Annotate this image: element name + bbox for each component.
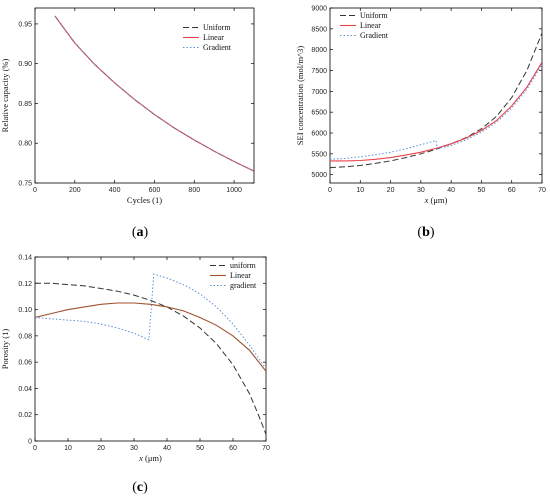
x-tick-label: 0 — [33, 187, 37, 194]
series-line-uniform — [54, 15, 254, 172]
x-tick-label: 50 — [196, 445, 204, 452]
legend-label: Uniform — [203, 23, 231, 32]
legend-label: uniform — [230, 261, 257, 270]
x-tick-label: 30 — [417, 187, 425, 194]
legend-label: Uniform — [360, 11, 388, 20]
y-tick-label: 6000 — [311, 131, 327, 138]
x-tick-label: 800 — [188, 187, 200, 194]
y-tick-label: 0.85 — [18, 101, 32, 108]
y-tick-label: 6500 — [311, 110, 327, 117]
y-axis-label: SEI concentration (mol/m^3) — [295, 46, 305, 146]
y-axis-label: Relative capacity (%) — [0, 59, 10, 133]
x-tick-label: 60 — [508, 187, 516, 194]
series-line-linear — [54, 15, 254, 172]
y-tick-label: 0.06 — [18, 360, 32, 367]
x-tick-label: 60 — [229, 445, 237, 452]
x-tick-label: 40 — [163, 445, 171, 452]
legend-label: gradient — [230, 281, 257, 290]
x-tick-label: 1000 — [226, 187, 242, 194]
panel-label: (c) — [132, 480, 148, 495]
x-tick-label: 50 — [478, 187, 486, 194]
chart-panel-1: 0 200 400 600 800 1000 0.75 0.80 0.85 0.90 0.95 Cyc… — [0, 7, 255, 205]
x-tick-label: 10 — [356, 187, 364, 194]
y-tick-label: 0.95 — [18, 21, 32, 28]
legend-label: Linear — [230, 271, 251, 280]
x-tick-label: 20 — [97, 445, 105, 452]
x-tick-label: 0 — [328, 187, 332, 194]
panel-label: (a) — [132, 225, 149, 240]
legend-label: Linear — [360, 21, 381, 30]
x-tick-label: 70 — [262, 445, 270, 452]
y-tick-label: 0.75 — [18, 181, 32, 188]
y-tick-label: 0.90 — [18, 61, 32, 68]
chart-panel-2: 0 10 20 30 40 50 60 70 5000 5500 6000 6500 7000 7500 8… — [295, 6, 546, 206]
y-tick-label: 0.10 — [18, 307, 32, 314]
legend-label: Gradient — [360, 31, 389, 40]
series-line-linear — [35, 302, 266, 372]
plot-frame — [329, 7, 543, 184]
panel-label: (b) — [417, 225, 434, 240]
series-line-gradient — [35, 273, 266, 369]
y-tick-label: 7500 — [311, 68, 327, 75]
y-tick-label: 0.80 — [18, 141, 32, 148]
plot-frame — [34, 256, 267, 442]
x-tick-label: 10 — [64, 445, 72, 452]
y-tick-label: 0.14 — [18, 255, 32, 262]
legend-label: Gradient — [203, 43, 232, 52]
y-tick-label: 8000 — [311, 47, 327, 54]
x-tick-label: 70 — [538, 187, 546, 194]
x-tick-label: 200 — [69, 187, 81, 194]
y-tick-label: 0.04 — [18, 386, 32, 393]
x-tick-label: 40 — [447, 187, 455, 194]
plot-frame — [34, 7, 255, 184]
y-tick-label: 5500 — [311, 151, 327, 158]
x-tick-label: 600 — [149, 187, 161, 194]
y-tick-label: 5000 — [311, 172, 327, 179]
y-tick-label: 0.08 — [18, 333, 32, 340]
y-axis-label: Porosity (1) — [0, 329, 10, 370]
y-tick-label: 8500 — [311, 26, 327, 33]
series-line-uniform — [330, 32, 542, 169]
series-line-gradient — [330, 64, 542, 160]
legend-label: Linear — [203, 33, 224, 42]
series-line-uniform — [35, 282, 266, 435]
chart-panel-3: 0 10 20 30 40 50 60 70 0 0.02 0.04 0.06 0.08 0.10 0.12… — [0, 255, 270, 464]
y-tick-label: 9000 — [311, 6, 327, 13]
y-tick-label: 7000 — [311, 89, 327, 96]
x-axis-label: x (μm) — [424, 195, 448, 205]
x-tick-label: 0 — [33, 445, 37, 452]
y-tick-label: 0 — [28, 439, 32, 446]
x-tick-label: 30 — [130, 445, 138, 452]
y-tick-label: 0.02 — [18, 412, 32, 419]
x-axis-label: x (μm) — [138, 453, 162, 463]
x-tick-label: 20 — [387, 187, 395, 194]
series-line-gradient — [54, 15, 254, 172]
x-axis-label: Cycles (1) — [127, 195, 162, 205]
series-line-linear — [330, 61, 542, 162]
x-tick-label: 400 — [109, 187, 121, 194]
y-tick-label: 0.12 — [18, 281, 32, 288]
